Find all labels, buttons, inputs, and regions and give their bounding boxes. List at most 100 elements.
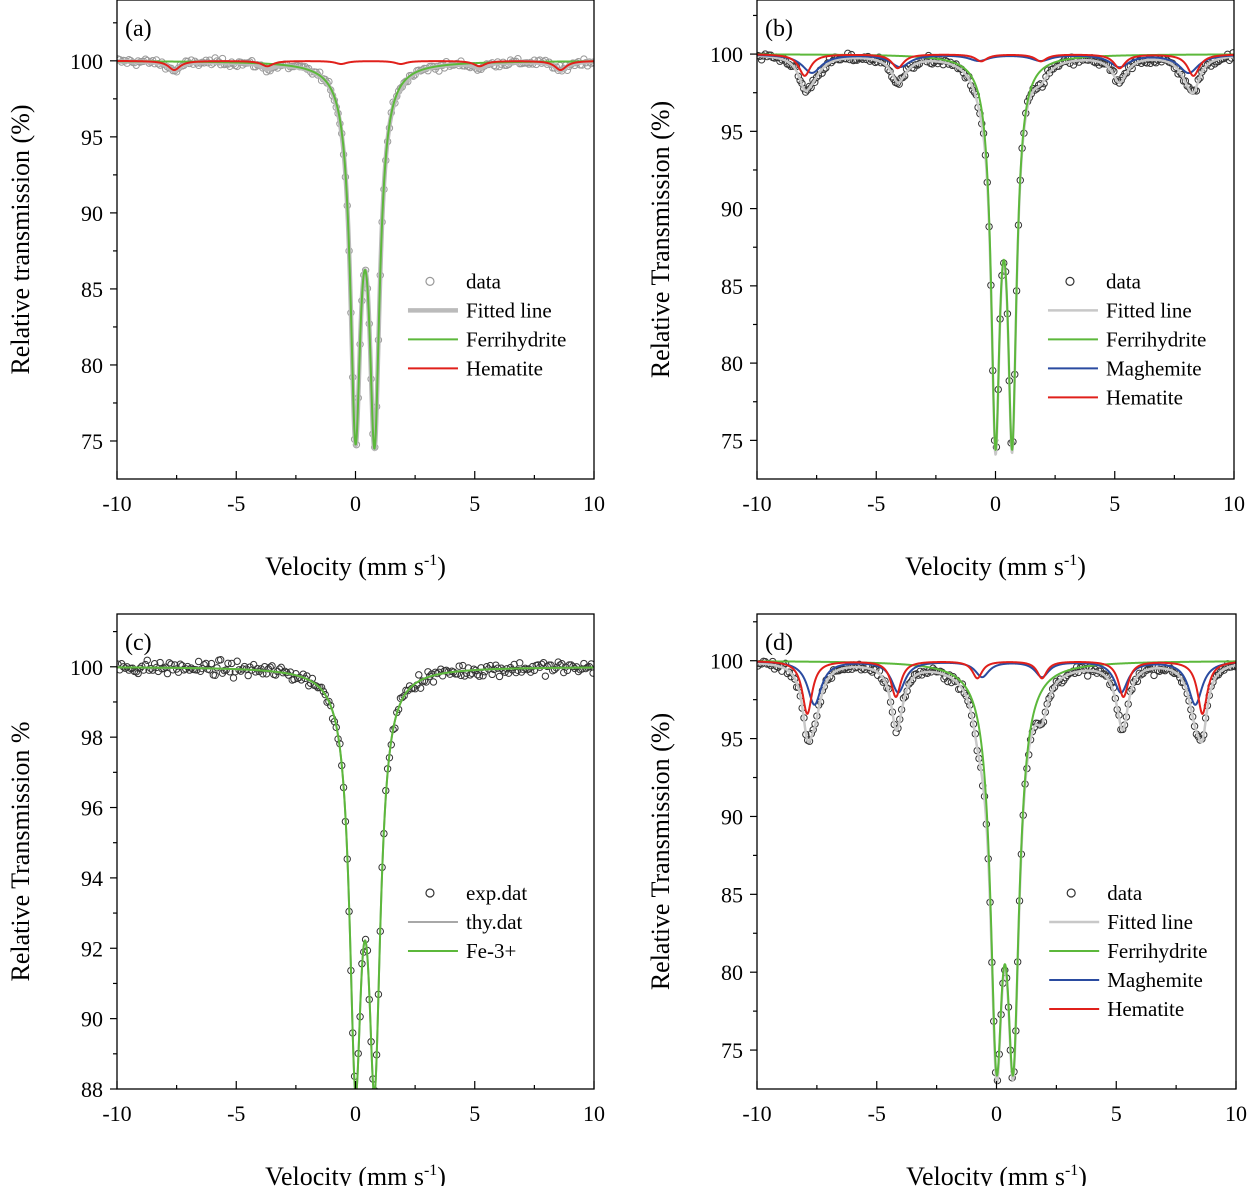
series-line-maghemite xyxy=(757,660,1236,706)
legend-label: Fe-3+ xyxy=(466,939,516,963)
legend-label: Hematite xyxy=(466,356,543,380)
y-tick-label: 95 xyxy=(81,125,103,150)
x-axis: -10 -5 0 5 10 xyxy=(102,471,605,516)
y-tick-label: 75 xyxy=(721,428,743,453)
legend-marker xyxy=(1066,888,1076,898)
data-point xyxy=(244,671,252,680)
data-point xyxy=(277,663,285,672)
series-line-fitted-line xyxy=(757,54,1234,456)
data-point xyxy=(908,675,917,684)
x-axis: -10 -5 0 5 10 xyxy=(742,1081,1247,1126)
data-point xyxy=(1176,673,1184,682)
data-point xyxy=(257,665,265,673)
y-axis-title: Relative Transmission (%) xyxy=(646,713,675,990)
data-point xyxy=(325,697,333,706)
data-point xyxy=(1042,73,1050,81)
data-point xyxy=(1183,82,1191,90)
y-tick-label: 75 xyxy=(81,429,103,454)
series-exp-dat xyxy=(117,656,594,1089)
chart-panel-d: -10 -5 0 5 10 75 80 85 90 95 100 (d) Velocity (mm s-… xyxy=(646,613,1247,1186)
legend-label: Fitted line xyxy=(466,298,552,322)
y-tick-label: 100 xyxy=(70,655,103,680)
y-tick-label: 90 xyxy=(81,201,103,226)
x-tick-label: 10 xyxy=(1223,491,1245,516)
legend-label: Maghemite xyxy=(1106,356,1202,380)
data-point xyxy=(224,659,232,668)
data-point xyxy=(569,662,577,671)
y-axis-title: Relative transmission (%) xyxy=(6,104,35,374)
data-point xyxy=(801,88,810,96)
data-point xyxy=(951,677,959,686)
data-point xyxy=(143,656,151,664)
legend-label: exp.dat xyxy=(466,881,527,905)
data-point xyxy=(229,674,238,682)
x-tick-label: 10 xyxy=(583,1101,605,1126)
data-point xyxy=(194,657,203,666)
x-tick-label: -5 xyxy=(227,1101,245,1126)
data-point xyxy=(1083,672,1092,680)
legend-label: thy.dat xyxy=(466,910,523,934)
data-point xyxy=(899,73,907,82)
data-point xyxy=(477,664,485,672)
data-point xyxy=(495,672,504,681)
data-point xyxy=(905,680,913,688)
plot-area xyxy=(117,54,594,452)
chart-panel-c: -10 -5 0 5 10 88 90 92 94 96 98 100 (c) Velocity (mm … xyxy=(6,613,605,1186)
legend-label: Maghemite xyxy=(1107,968,1203,992)
legend-marker xyxy=(1065,276,1075,286)
y-tick-label: 75 xyxy=(721,1038,743,1063)
legend-item: data xyxy=(425,269,502,293)
data-point xyxy=(222,666,230,674)
y-tick-label: 85 xyxy=(721,274,743,299)
legend: data Fitted line Ferrihydrite Maghemite Hema… xyxy=(1049,881,1208,1021)
data-point xyxy=(138,662,146,671)
data-point xyxy=(249,660,258,669)
panel-label: (c) xyxy=(125,630,152,656)
data-point xyxy=(473,670,482,679)
legend-item: Ferrihydrite xyxy=(407,327,566,351)
x-tick-label: -5 xyxy=(227,491,245,516)
legend-label: Fitted line xyxy=(1107,910,1193,934)
legend-label: Ferrihydrite xyxy=(466,327,566,351)
x-tick-label: -5 xyxy=(867,491,885,516)
data-point xyxy=(281,667,289,676)
legend-item: Fitted line xyxy=(407,298,552,322)
plot-area xyxy=(117,656,594,1089)
x-tick-label: -10 xyxy=(742,1101,771,1126)
legend-marker xyxy=(425,888,435,898)
legend-label: Fitted line xyxy=(1106,298,1192,322)
data-point xyxy=(415,671,423,679)
data-point xyxy=(216,656,225,664)
data-point xyxy=(207,659,216,668)
data-point xyxy=(550,665,559,674)
series-line-fitted-line xyxy=(117,59,594,452)
y-axis: 75 80 85 90 95 100 xyxy=(710,621,757,1063)
legend-item: thy.dat xyxy=(407,910,523,934)
data-point xyxy=(185,666,194,674)
x-axis-title: Velocity (mm s-1) xyxy=(905,552,1086,581)
legend-label: Ferrihydrite xyxy=(1106,327,1206,351)
y-tick-label: 80 xyxy=(81,353,103,378)
data-point xyxy=(488,670,496,679)
chart-panel-b: -10 -5 0 5 10 75 80 85 90 95 100 (b) Velocity (mm s-… xyxy=(646,0,1245,581)
data-point xyxy=(134,669,142,678)
data-point xyxy=(429,678,438,686)
y-tick-label: 92 xyxy=(81,936,103,961)
data-point xyxy=(1056,675,1064,683)
legend-label: data xyxy=(1106,269,1142,293)
y-tick-label: 80 xyxy=(721,351,743,376)
legend-label: Ferrihydrite xyxy=(1107,939,1207,963)
y-tick-label: 95 xyxy=(721,119,743,144)
y-tick-label: 96 xyxy=(81,796,103,821)
x-tick-label: -10 xyxy=(742,491,771,516)
data-point xyxy=(211,671,219,679)
y-tick-label: 85 xyxy=(721,882,743,907)
y-tick-label: 80 xyxy=(721,960,743,985)
x-tick-label: 5 xyxy=(469,491,480,516)
legend-item: Maghemite xyxy=(1049,968,1203,992)
data-point xyxy=(812,73,821,81)
legend-label: data xyxy=(466,269,502,293)
data-point xyxy=(1119,725,1127,734)
legend-label: data xyxy=(1107,881,1143,905)
